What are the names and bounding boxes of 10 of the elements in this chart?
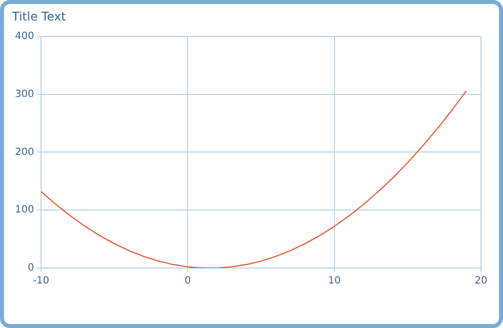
chart-title: Title Text [11, 9, 66, 24]
x-tick-label: -10 [32, 276, 50, 287]
y-tick-label: 100 [14, 204, 34, 216]
y-tick-label: 400 [14, 30, 34, 42]
y-tick-label: 200 [14, 146, 34, 158]
x-tick-label: 20 [474, 276, 488, 287]
y-tick-label: 300 [14, 88, 34, 100]
x-tick-label: 10 [328, 276, 341, 287]
y-tick-label: 0 [28, 262, 34, 274]
x-tick-label: 0 [184, 276, 191, 287]
